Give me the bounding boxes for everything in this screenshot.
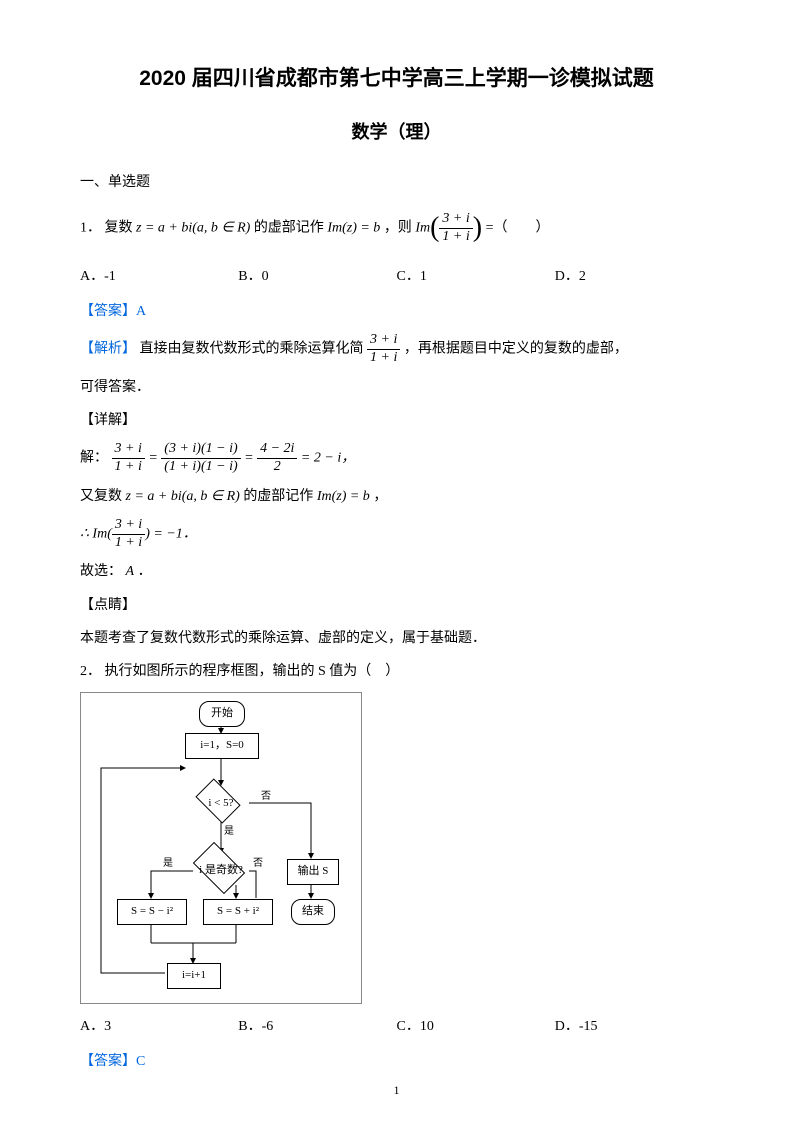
fc-cond2: i 是奇数? — [181, 861, 261, 881]
sol-f2: (3 + i)(1 − i)(1 + i)(1 − i) — [161, 441, 240, 476]
q2-opt-a: A．3 — [80, 1014, 238, 1039]
expl-text-a: 直接由复数代数形式的乘除运算化简 — [140, 342, 368, 357]
fc-branch-yes: S = S − i² — [117, 899, 187, 925]
l2-c: ， — [373, 489, 387, 504]
q1-opt-a: A．-1 — [80, 264, 238, 289]
q1-formula-z: z = a + bi(a, b ∈ R) — [136, 221, 250, 236]
l2-a: 又复数 — [80, 489, 126, 504]
sol-eq1: = — [148, 451, 161, 466]
question-1: 1． 复数 z = a + bi(a, b ∈ R) 的虚部记作 Im(z) =… — [80, 203, 713, 253]
q1-number: 1． — [80, 221, 101, 236]
dianjing-label: 【点睛】 — [80, 593, 713, 618]
flowchart-diagram: 开始 i=1，S=0 i < 5? 是 否 i 是奇数? 是 否 S = S −… — [80, 692, 362, 1004]
fc-yes2: 是 — [163, 855, 173, 873]
page-number: 1 — [0, 1080, 793, 1102]
q2-opt-b: B．-6 — [238, 1014, 396, 1039]
q1-opt-c: C．1 — [397, 264, 555, 289]
sol-prefix: 解： — [80, 451, 108, 466]
fc-output: 输出 S — [287, 859, 339, 885]
fc-cond1: i < 5? — [181, 794, 261, 814]
l3-im: Im( — [92, 526, 111, 541]
fc-start: 开始 — [199, 701, 245, 727]
q1-fraction: 3 + i1 + i — [439, 211, 472, 246]
section-header: 一、单选题 — [80, 170, 713, 195]
l4-c: ． — [138, 564, 152, 579]
q2-opt-c: C．10 — [397, 1014, 555, 1039]
page-title: 2020 届四川省成都市第七中学高三上学期一诊模拟试题 — [80, 60, 713, 98]
q1-opt-d: D．2 — [555, 264, 713, 289]
l3-close: ) = −1． — [145, 526, 197, 541]
expl-text-b: ，再根据题目中定义的复数的虚部， — [404, 342, 628, 357]
q1-text-b: 的虚部记作 — [254, 221, 328, 236]
l4-a: 故选： — [80, 564, 122, 579]
answer-2: 【答案】C — [80, 1049, 713, 1074]
question-2: 2． 执行如图所示的程序框图，输出的 S 值为（ ） — [80, 659, 713, 684]
fc-no2: 否 — [253, 855, 263, 873]
solution-line4: 故选： A ． — [80, 559, 713, 584]
expl-text-c: 可得答案． — [80, 375, 713, 400]
l2-g: Im(z) = b — [317, 489, 370, 504]
page-subtitle: 数学（理） — [80, 116, 713, 148]
l3-therefore: ∴ — [80, 526, 92, 541]
q1-text-a: 复数 — [105, 221, 137, 236]
fc-incr: i=i+1 — [167, 963, 221, 989]
fc-branch-no: S = S + i² — [203, 899, 273, 925]
q2-text: 执行如图所示的程序框图，输出的 S 值为（ ） — [105, 664, 400, 679]
l3-frac: 3 + i1 + i — [112, 517, 145, 552]
expl-label: 【解析】 — [80, 342, 136, 357]
solution-line3: ∴ Im(3 + i1 + i) = −1． — [80, 517, 713, 552]
q2-opt-d: D．-15 — [555, 1014, 713, 1039]
sol-eq2: = — [244, 451, 257, 466]
explanation-1: 【解析】 直接由复数代数形式的乘除运算化简 3 + i1 + i ，再根据题目中… — [80, 332, 713, 367]
l2-b: 的虚部记作 — [243, 489, 317, 504]
q2-number: 2． — [80, 664, 101, 679]
sol-eq3: = 2 − i， — [301, 451, 355, 466]
q1-options: A．-1 B．0 C．1 D．2 — [80, 264, 713, 289]
sol-f1: 3 + i1 + i — [112, 441, 145, 476]
fc-end: 结束 — [291, 899, 335, 925]
expl-fraction: 3 + i1 + i — [367, 332, 400, 367]
l2-f: z = a + bi(a, b ∈ R) — [126, 489, 240, 504]
q1-im-label: Im — [415, 221, 430, 236]
sol-f3: 4 − 2i2 — [257, 441, 297, 476]
solution-line: 解： 3 + i1 + i = (3 + i)(1 − i)(1 + i)(1 … — [80, 441, 713, 476]
q2-options: A．3 B．-6 C．10 D．-15 — [80, 1014, 713, 1039]
q1-formula-im: Im(z) = b — [327, 221, 380, 236]
q1-text-c: ，则 — [384, 221, 416, 236]
solution-line2: 又复数 z = a + bi(a, b ∈ R) 的虚部记作 Im(z) = b… — [80, 484, 713, 509]
dianjing-text: 本题考查了复数代数形式的乘除运算、虚部的定义，属于基础题． — [80, 626, 713, 651]
detail-label: 【详解】 — [80, 408, 713, 433]
fc-init: i=1，S=0 — [185, 733, 259, 759]
fc-no1: 否 — [261, 788, 271, 806]
q1-opt-b: B．0 — [238, 264, 396, 289]
l4-b: A — [126, 564, 135, 579]
answer-1: 【答案】A — [80, 299, 713, 324]
fc-yes1: 是 — [224, 823, 234, 841]
q1-text-d: =（ ） — [486, 221, 550, 236]
